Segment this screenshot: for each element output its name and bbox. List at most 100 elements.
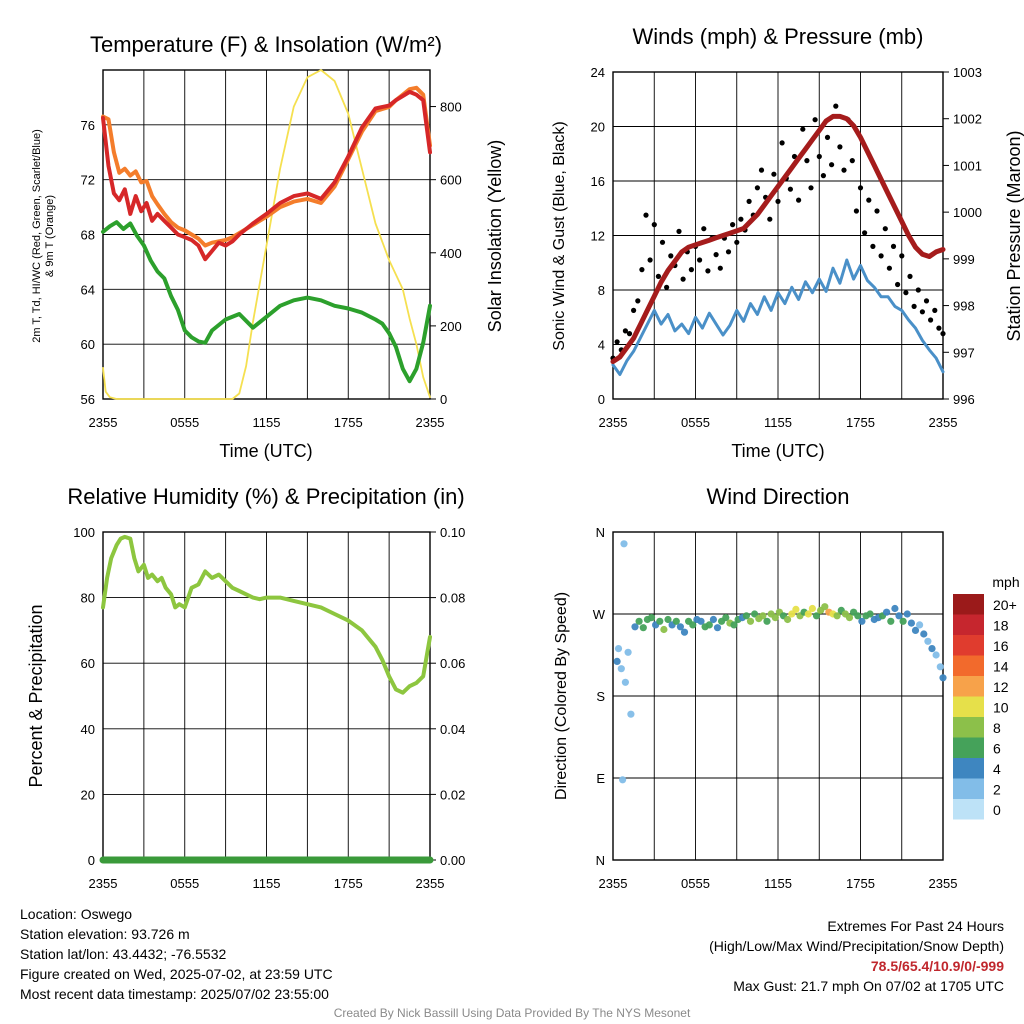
direction-point <box>907 619 916 627</box>
direction-point <box>624 648 632 656</box>
direction-point <box>833 612 841 620</box>
gust-point <box>713 252 719 258</box>
y-axis-label-right: Solar Insolation (Yellow) <box>485 140 505 332</box>
gust-point <box>758 167 765 173</box>
direction-point <box>821 603 829 611</box>
direction-point <box>664 615 672 624</box>
legend-swatch <box>953 594 984 615</box>
recent-data-timestamp: Most recent data timestamp: 2025/07/02 2… <box>20 986 329 1002</box>
gust-point <box>643 212 649 218</box>
direction-point <box>635 617 643 625</box>
legend-label: 6 <box>993 741 1001 757</box>
legend-label: 2 <box>993 782 1001 798</box>
y2-tick-label: 200 <box>440 319 462 334</box>
direction-point <box>742 612 751 620</box>
direction-point <box>647 614 656 622</box>
y-tick-label: 40 <box>81 722 95 737</box>
gust-point <box>631 307 637 313</box>
gust-point <box>791 153 798 160</box>
direction-point <box>660 625 668 634</box>
legend-swatch <box>953 778 984 799</box>
direction-point <box>928 645 936 653</box>
direction-point <box>709 615 718 624</box>
direction-point <box>613 657 621 666</box>
y-tick-label: 16 <box>591 174 605 189</box>
legend-label: 10 <box>993 700 1009 716</box>
gust-point <box>647 257 653 263</box>
x-tick-label: 2355 <box>416 876 445 891</box>
y2-tick-label: 996 <box>953 392 975 407</box>
gust-point <box>664 284 670 290</box>
y-tick-label: W <box>593 607 606 622</box>
direction-point <box>705 621 713 629</box>
gust-point <box>767 216 773 222</box>
direction-point <box>680 628 689 636</box>
relative-humidity-line <box>101 534 432 695</box>
gust-point <box>853 208 860 214</box>
gust-point <box>705 268 711 274</box>
gust-point <box>771 171 777 177</box>
gust-point <box>730 222 736 228</box>
gust-point <box>725 249 732 255</box>
y2-tick-label: 1003 <box>953 65 982 80</box>
extremes-subtitle: (High/Low/Max Wind/Precipitation/Snow De… <box>709 938 1004 954</box>
direction-point <box>924 637 932 645</box>
legend-swatch <box>953 614 984 635</box>
y-tick-label: 72 <box>81 173 95 188</box>
gust-point <box>614 339 620 345</box>
gust-point <box>804 158 810 164</box>
gust-point <box>903 290 909 296</box>
legend-swatch <box>953 717 984 738</box>
y-tick-label: 64 <box>81 282 95 297</box>
winds-chart: Winds (mph) & Pressure (mb) Sonic Wind &… <box>551 24 1024 461</box>
x-tick-label: 1755 <box>334 876 363 891</box>
y-tick-label: N <box>596 525 605 540</box>
gust-point <box>676 228 682 234</box>
gust-point <box>886 265 893 271</box>
direction-point <box>617 665 625 673</box>
y-tick-label: E <box>596 771 605 786</box>
y2-tick-label: 0.08 <box>440 591 465 606</box>
direction-point <box>763 617 771 625</box>
gust-point <box>820 173 827 179</box>
gust-point <box>928 317 934 323</box>
gust-point <box>915 287 921 293</box>
gust-point <box>923 298 930 304</box>
x-tick-label: 1155 <box>253 415 281 430</box>
gust-point <box>866 197 872 203</box>
y-tick-label: N <box>596 853 605 868</box>
x-axis-label: Time (UTC) <box>731 441 824 461</box>
temperature-2m-line <box>101 89 432 262</box>
gust-point <box>622 328 629 334</box>
gust-point <box>668 253 674 259</box>
gust-point <box>812 117 818 123</box>
gust-point <box>890 243 897 249</box>
gust-point <box>940 331 946 337</box>
legend-label: 8 <box>993 720 1001 736</box>
x-tick-label: 1755 <box>846 415 875 430</box>
y-tick-label: 4 <box>598 338 605 353</box>
gust-point <box>870 243 876 249</box>
direction-point <box>751 610 759 618</box>
direction-point <box>697 617 705 625</box>
legend-swatch <box>953 696 984 717</box>
y-tick-label: 20 <box>591 120 605 135</box>
legend-label: 20+ <box>993 597 1017 613</box>
gust-point <box>824 134 831 140</box>
legend-label: 18 <box>993 618 1009 634</box>
direction-point <box>672 617 680 625</box>
y-tick-label: 80 <box>81 591 95 606</box>
gust-point <box>936 325 942 331</box>
gust-point <box>919 309 926 315</box>
chart-title: Winds (mph) & Pressure (mb) <box>633 24 924 49</box>
gust-point <box>837 144 843 150</box>
direction-point <box>788 610 796 618</box>
chart-title: Wind Direction <box>706 484 849 509</box>
y2-tick-label: 1002 <box>953 112 982 127</box>
direction-point <box>854 612 862 620</box>
direction-point <box>858 617 866 625</box>
gust-point <box>862 230 868 236</box>
gust-point <box>775 198 781 204</box>
direction-point <box>620 540 628 548</box>
temperature-9m-line <box>101 85 432 248</box>
